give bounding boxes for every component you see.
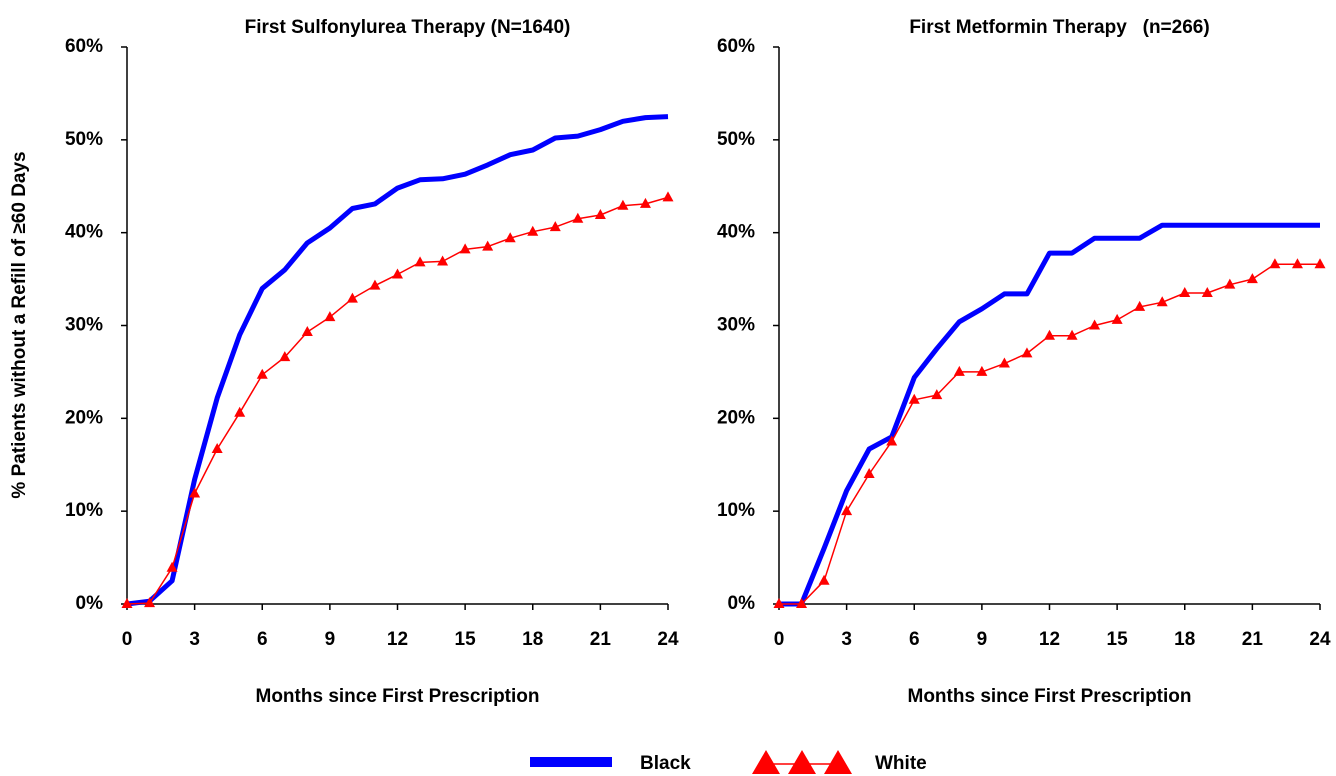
y-tick-label: 50%	[65, 129, 103, 150]
marker	[1066, 329, 1078, 340]
y-tick-label: 30%	[717, 315, 755, 336]
x-axis-label: Months since First Prescription	[908, 686, 1192, 707]
marker	[1291, 258, 1303, 269]
marker	[998, 357, 1010, 368]
marker	[1089, 319, 1101, 330]
x-tick-label: 18	[522, 629, 543, 650]
legend-label: Black	[640, 753, 691, 774]
chart-title: First Metformin Therapy (n=266)	[909, 17, 1209, 38]
y-tick-label: 10%	[65, 500, 103, 521]
line-series	[126, 114, 669, 607]
marker	[1314, 258, 1326, 269]
marker	[504, 232, 516, 243]
marker	[863, 468, 875, 479]
line-series	[126, 196, 669, 605]
marker	[594, 209, 606, 220]
y-tick-label: 20%	[65, 407, 103, 428]
y-tick-label: 40%	[717, 222, 755, 243]
y-tick-label: 0%	[76, 593, 104, 614]
x-tick-label: 21	[1242, 629, 1264, 650]
marker	[189, 487, 201, 498]
x-tick-label: 18	[1174, 629, 1195, 650]
marker	[549, 221, 561, 232]
marker	[908, 393, 920, 404]
marker	[392, 268, 403, 279]
legend-swatch	[752, 750, 852, 774]
marker	[459, 243, 471, 254]
line-series	[779, 222, 1320, 607]
marker	[301, 325, 313, 336]
marker	[346, 292, 358, 303]
y-tick-label: 60%	[717, 36, 755, 57]
x-axis-label: Months since First Prescription	[256, 686, 540, 707]
x-tick-label: 3	[189, 629, 200, 650]
x-tick-label: 12	[1039, 629, 1060, 650]
x-tick-label: 21	[590, 629, 612, 650]
x-tick-label: 6	[909, 629, 920, 650]
x-tick-label: 15	[455, 629, 477, 650]
marker	[1224, 278, 1236, 289]
marker	[256, 368, 268, 379]
y-tick-label: 30%	[65, 315, 103, 336]
marker	[639, 197, 651, 208]
marker	[1134, 300, 1146, 311]
marker	[369, 279, 381, 290]
x-tick-label: 15	[1107, 629, 1129, 650]
marker	[818, 574, 830, 585]
marker	[527, 225, 539, 236]
x-tick-label: 0	[122, 629, 133, 650]
marker	[324, 311, 336, 322]
marker	[211, 442, 223, 453]
marker	[1044, 329, 1055, 340]
marker	[976, 365, 988, 376]
marker	[1269, 258, 1281, 269]
marker	[1246, 273, 1258, 284]
x-tick-label: 24	[1309, 629, 1331, 650]
marker	[953, 365, 965, 376]
marker	[1111, 313, 1123, 324]
marker	[662, 191, 674, 202]
marker	[437, 255, 449, 266]
marker	[1201, 287, 1213, 298]
y-tick-label: 40%	[65, 222, 103, 243]
x-tick-label: 3	[841, 629, 852, 650]
x-tick-label: 9	[977, 629, 988, 650]
marker	[796, 598, 808, 608]
marker	[572, 212, 584, 223]
marker	[617, 199, 629, 210]
marker	[234, 406, 246, 417]
marker	[1021, 347, 1033, 358]
marker	[279, 351, 291, 362]
line-series	[779, 263, 1320, 605]
marker	[931, 389, 943, 400]
marker	[121, 598, 133, 608]
y-tick-label: 0%	[728, 593, 756, 614]
marker	[841, 505, 853, 516]
legend-label: White	[875, 753, 927, 774]
marker	[773, 598, 785, 608]
x-tick-label: 6	[257, 629, 268, 650]
y-axis-label: % Patients without a Refill of ≥60 Days	[9, 151, 30, 498]
y-tick-label: 60%	[65, 36, 103, 57]
x-tick-label: 9	[325, 629, 336, 650]
marker	[1156, 296, 1168, 307]
marker	[886, 435, 898, 446]
y-tick-label: 10%	[717, 500, 755, 521]
marker	[166, 561, 178, 572]
marker	[144, 597, 156, 608]
x-tick-label: 24	[657, 629, 679, 650]
marker	[414, 256, 426, 267]
chart-title: First Sulfonylurea Therapy (N=1640)	[245, 17, 571, 38]
x-tick-label: 12	[387, 629, 408, 650]
marker	[1179, 287, 1191, 298]
marker	[482, 240, 494, 251]
x-tick-label: 0	[774, 629, 785, 650]
y-tick-label: 20%	[717, 407, 755, 428]
y-tick-label: 50%	[717, 129, 755, 150]
